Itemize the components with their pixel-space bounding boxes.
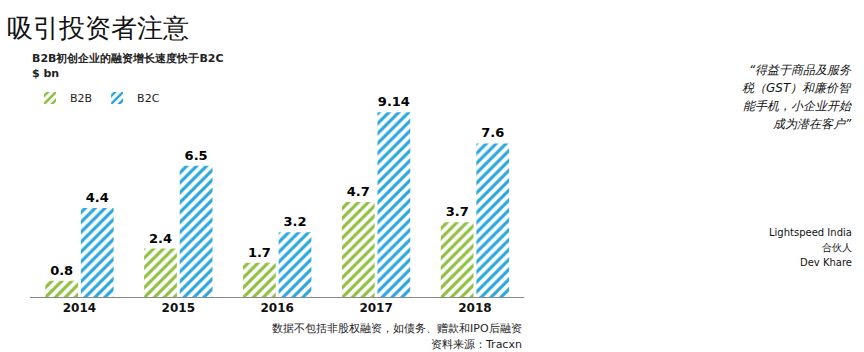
svg-text:2017: 2017 [359, 301, 392, 315]
svg-text:B2B初创企业的融资增长速度快于B2C: B2B初创企业的融资增长速度快于B2C [32, 52, 224, 65]
svg-text:4.7: 4.7 [347, 184, 370, 199]
svg-text:2015: 2015 [162, 301, 195, 315]
svg-text:6.5: 6.5 [185, 148, 208, 163]
svg-text:B2B: B2B [70, 92, 92, 105]
svg-text:2014: 2014 [63, 301, 96, 315]
svg-text:9.14: 9.14 [378, 94, 410, 109]
svg-text:吸引投资者注意: 吸引投资者注意 [7, 13, 189, 43]
svg-text:3.2: 3.2 [283, 214, 306, 229]
svg-text:1.7: 1.7 [248, 245, 271, 260]
svg-text:0.8: 0.8 [50, 263, 73, 278]
svg-text:$ bn: $ bn [32, 67, 59, 80]
svg-text:4.4: 4.4 [86, 190, 109, 205]
svg-text:B2C: B2C [137, 92, 160, 105]
svg-text:能手机，小企业开始: 能手机，小企业开始 [743, 99, 852, 113]
svg-text:合伙人: 合伙人 [822, 242, 852, 253]
svg-text:Dev Khare: Dev Khare [800, 257, 852, 268]
svg-text:资料来源：Tracxn: 资料来源：Tracxn [431, 338, 522, 351]
svg-text:3.7: 3.7 [446, 204, 469, 219]
svg-text:数据不包括非股权融资，如债务、赠款和IPO后融资: 数据不包括非股权融资，如债务、赠款和IPO后融资 [272, 322, 522, 335]
svg-text:税（GST）和廉价智: 税（GST）和廉价智 [742, 81, 852, 95]
svg-text:“得益于商品及服务: “得益于商品及服务 [749, 63, 852, 77]
svg-text:2016: 2016 [260, 301, 293, 315]
svg-text:2.4: 2.4 [149, 231, 172, 246]
svg-text:2018: 2018 [458, 301, 491, 315]
svg-text:Lightspeed India: Lightspeed India [769, 227, 852, 238]
svg-text:成为潜在客户”: 成为潜在客户” [773, 117, 852, 131]
svg-text:7.6: 7.6 [481, 125, 504, 140]
